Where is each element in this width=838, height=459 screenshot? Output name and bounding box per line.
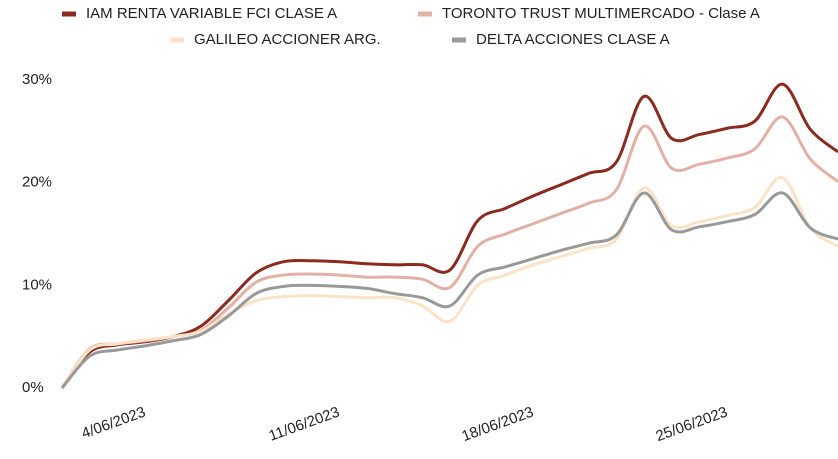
legend-label: TORONTO TRUST MULTIMERCADO - Clase A [442,5,760,22]
x-tick-label: 11/06/2023 [267,404,342,445]
y-tick-label: 30% [22,71,52,88]
x-tick-label: 4/06/2023 [79,404,148,443]
x-tick-label: 25/06/2023 [654,404,730,446]
legend-label: GALILEO ACCIONER ARG. [194,31,381,48]
series-line [60,176,838,389]
legend-label: DELTA ACCIONES CLASE A [476,31,670,48]
y-tick-label: 0% [22,379,44,396]
y-tick-label: 10% [22,276,52,293]
y-tick-label: 20% [22,174,52,191]
series-line [60,115,838,389]
series-line [60,82,838,389]
series-line [60,191,838,389]
legend-label: IAM RENTA VARIABLE FCI CLASE A [86,5,337,22]
x-tick-label: 18/06/2023 [460,404,536,446]
